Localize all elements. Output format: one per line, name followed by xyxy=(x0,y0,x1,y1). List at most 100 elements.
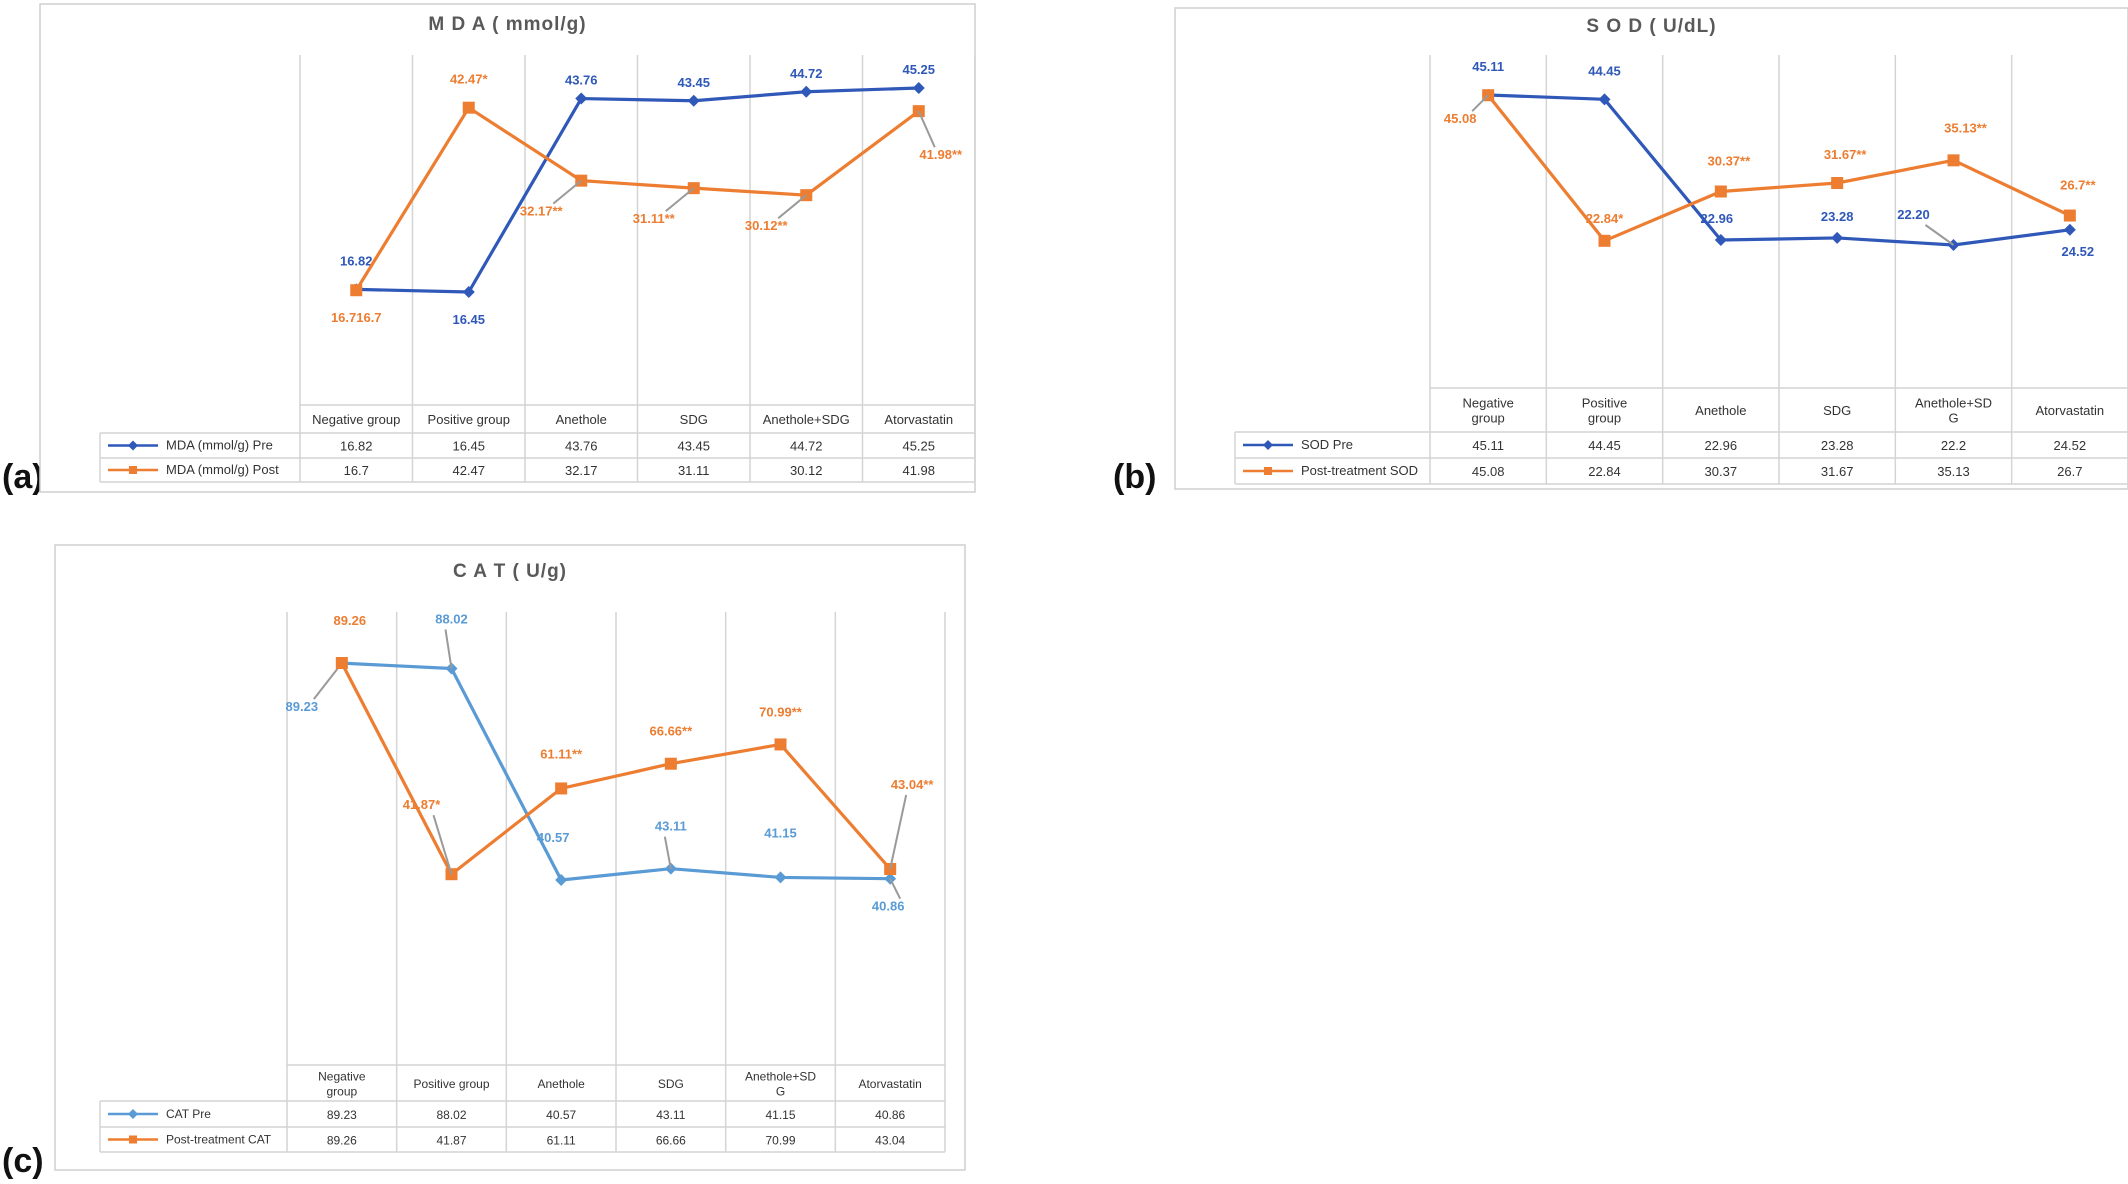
data-label-b-1-0: 45.08 xyxy=(1444,111,1477,126)
table-cell-a-0-1: 16.45 xyxy=(452,439,485,454)
table-cell-c-1-2: 61.11 xyxy=(547,1134,576,1148)
data-label-b-1-3: 31.67** xyxy=(1824,147,1868,162)
legend-marker-c-1 xyxy=(129,1135,137,1144)
table-cell-c-1-3: 66.66 xyxy=(656,1134,686,1148)
point-marker-a-0-3 xyxy=(687,94,700,107)
data-label-a-0-5: 45.25 xyxy=(902,62,935,77)
table-header-a-5: Atorvastatin xyxy=(884,412,953,427)
table-cell-c-1-5: 43.04 xyxy=(875,1134,905,1148)
point-marker-c-1-3 xyxy=(664,757,677,770)
point-marker-c-1-4 xyxy=(774,738,787,751)
data-label-b-1-5: 26.7** xyxy=(2060,178,2096,193)
data-label-a-1-0: 16.716.7 xyxy=(331,310,382,325)
legend-marker-a-0 xyxy=(128,440,138,451)
table-header-a-3: SDG xyxy=(680,412,708,427)
table-cell-a-1-3: 31.11 xyxy=(678,463,710,478)
legend-label-c-0: CAT Pre xyxy=(166,1107,211,1121)
data-label-a-1-3: 31.11** xyxy=(633,211,676,226)
table-header-a-1: Positive group xyxy=(428,412,510,427)
chart-frame-b xyxy=(1174,7,2128,490)
series-line-b-0 xyxy=(1488,93,2071,247)
data-label-c-0-0: 89.23 xyxy=(286,699,319,714)
table-cell-c-0-2: 40.57 xyxy=(546,1108,576,1122)
panel-label-b: (b) xyxy=(1113,458,1157,496)
legend-label-b-0: SOD Pre xyxy=(1301,437,1353,452)
table-cell-b-0-4: 22.2 xyxy=(1941,438,1966,453)
panel-label-a: (a) xyxy=(2,458,44,496)
table-cell-b-1-4: 35.13 xyxy=(1937,464,1970,479)
table-cell-a-0-5: 45.25 xyxy=(902,439,935,454)
point-marker-b-0-2 xyxy=(1714,234,1727,247)
leader-line-c-0-3 xyxy=(663,836,672,869)
table-header-a-4: Anethole+SDG xyxy=(763,412,850,427)
table-cell-c-1-0: 89.26 xyxy=(327,1134,357,1148)
data-label-c-0-1: 88.02 xyxy=(435,612,468,627)
table-cell-a-1-1: 42.47 xyxy=(452,463,485,478)
table-header-c-3: SDG xyxy=(658,1077,684,1091)
table-cell-b-0-0: 45.11 xyxy=(1472,438,1504,453)
table-header-b-1: Positive group xyxy=(1582,396,1628,426)
chart-title-b: S O D ( U/dL) xyxy=(1586,16,1716,37)
table-cell-a-0-4: 44.72 xyxy=(790,439,823,454)
table-header-c-4: Anethole+SD G xyxy=(745,1070,816,1099)
table-header-b-5: Atorvastatin xyxy=(2036,403,2105,418)
point-marker-b-0-5 xyxy=(2063,223,2076,236)
series-line-b-1 xyxy=(1486,94,2071,243)
table-cell-c-0-4: 41.15 xyxy=(765,1108,795,1122)
leader-line-c-1-5 xyxy=(889,794,908,870)
data-label-a-0-3: 43.45 xyxy=(677,75,710,90)
table-cell-a-0-3: 43.45 xyxy=(677,439,710,454)
point-marker-c-0-2 xyxy=(555,874,568,886)
legend-label-a-1: MDA (mmol/g) Post xyxy=(166,462,279,477)
table-cell-b-1-3: 31.67 xyxy=(1821,464,1854,479)
point-marker-a-1-1 xyxy=(462,101,475,114)
leader-line-a-1-4 xyxy=(777,194,807,219)
leader-line-c-1-1 xyxy=(432,814,453,875)
data-label-c-0-4: 41.15 xyxy=(764,825,797,840)
leader-line-b-0-4 xyxy=(1924,224,1955,246)
table-cell-b-0-5: 24.52 xyxy=(2054,438,2087,453)
table-header-a-0: Negative group xyxy=(312,412,400,427)
data-label-c-0-5: 40.86 xyxy=(872,899,905,914)
table-header-c-5: Atorvastatin xyxy=(858,1077,921,1091)
data-label-a-0-4: 44.72 xyxy=(790,66,823,81)
table-cell-c-1-1: 41.87 xyxy=(436,1134,466,1148)
legend-marker-c-0 xyxy=(128,1109,138,1119)
series-line-c-0 xyxy=(341,661,891,882)
table-cell-a-1-5: 41.98 xyxy=(902,463,935,478)
data-label-b-0-5: 24.52 xyxy=(2062,244,2095,259)
table-cell-a-1-0: 16.7 xyxy=(344,463,369,478)
point-marker-b-1-1 xyxy=(1598,234,1611,247)
data-label-c-1-1: 41.87* xyxy=(403,797,442,812)
data-label-b-0-3: 23.28 xyxy=(1821,209,1854,224)
chart-title-c: C A T ( U/g) xyxy=(453,561,567,582)
data-label-b-0-4: 22.20 xyxy=(1897,207,1930,222)
data-label-b-0-1: 44.45 xyxy=(1588,63,1621,78)
table-header-c-2: Anethole xyxy=(537,1077,585,1091)
table-cell-b-1-0: 45.08 xyxy=(1472,464,1505,479)
series-line-a-1 xyxy=(354,106,920,292)
panel-label-c: (c) xyxy=(2,1142,44,1180)
point-marker-c-1-2 xyxy=(555,782,568,795)
table-cell-b-0-3: 23.28 xyxy=(1821,438,1854,453)
point-marker-b-1-3 xyxy=(1831,176,1844,189)
table-cell-a-0-2: 43.76 xyxy=(565,439,598,454)
table-cell-c-0-3: 43.11 xyxy=(656,1108,685,1122)
point-marker-b-0-1 xyxy=(1598,93,1611,106)
leader-line-a-1-2 xyxy=(552,179,582,205)
data-label-a-0-1: 16.45 xyxy=(452,312,485,327)
data-label-a-1-2: 32.17** xyxy=(520,204,564,219)
table-cell-b-1-1: 22.84 xyxy=(1588,464,1621,479)
leader-line-c-0-0 xyxy=(313,662,343,700)
legend-marker-a-1 xyxy=(129,466,137,474)
data-label-a-0-2: 43.76 xyxy=(565,73,598,88)
series-line-a-0 xyxy=(356,86,919,294)
data-label-c-0-2: 40.57 xyxy=(537,830,570,845)
table-cell-b-1-5: 26.7 xyxy=(2057,464,2082,479)
data-label-c-0-3: 43.11 xyxy=(655,819,687,834)
data-label-b-0-2: 22.96 xyxy=(1701,211,1734,226)
table-cell-a-1-4: 30.12 xyxy=(790,463,823,478)
leader-line-a-1-3 xyxy=(665,187,695,212)
point-marker-a-0-4 xyxy=(800,85,813,98)
